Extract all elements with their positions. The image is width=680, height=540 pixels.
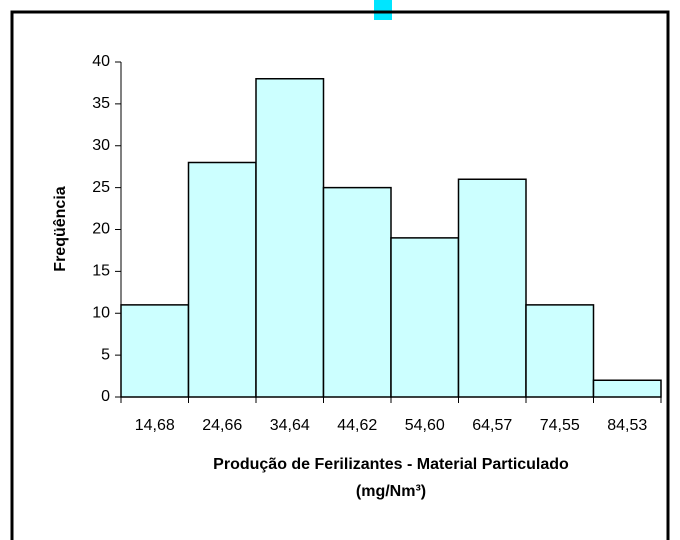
y-tick-label: 35 (92, 95, 110, 112)
x-tick-label: 44,62 (337, 417, 377, 434)
y-tick-label: 20 (92, 221, 110, 238)
bar (255, 78, 325, 398)
y-tick-label: 40 (92, 53, 110, 70)
x-tick-label: 64,57 (472, 417, 512, 434)
x-axis-title: Produção de Ferilizantes - Material Part… (213, 456, 569, 473)
y-tick-label: 15 (92, 263, 110, 280)
bar (120, 304, 190, 398)
chart-border (10, 10, 670, 540)
bar (525, 304, 595, 398)
bar (457, 178, 527, 398)
y-axis-title: Freqüência (52, 186, 69, 271)
x-tick-label: 84,53 (607, 417, 647, 434)
bar (390, 237, 460, 398)
y-tick-label: 10 (92, 304, 110, 321)
y-tick-label: 0 (101, 388, 110, 405)
bar (187, 161, 257, 398)
bar (322, 186, 392, 398)
x-axis-unit: (mg/Nm³) (356, 483, 426, 500)
window-tab (374, 0, 392, 20)
x-tick-label: 54,60 (405, 417, 445, 434)
y-tick-label: 30 (92, 137, 110, 154)
x-tick-label: 14,68 (135, 417, 175, 434)
y-tick-label: 5 (101, 346, 110, 363)
x-tick-label: 24,66 (202, 417, 242, 434)
x-tick-label: 34,64 (270, 417, 310, 434)
x-tick-label: 74,55 (540, 417, 580, 434)
bar (592, 379, 662, 398)
y-tick-label: 25 (92, 179, 110, 196)
